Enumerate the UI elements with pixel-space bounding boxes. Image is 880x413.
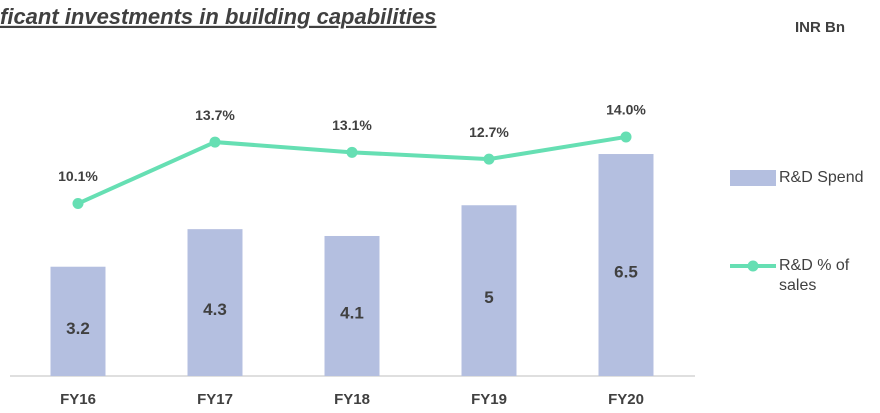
legend-label: R&D % of sales: [779, 257, 850, 294]
line-point: [346, 146, 358, 158]
line-value-label: 12.7%: [469, 124, 509, 140]
bar-value-label: 3.2: [66, 319, 90, 338]
line-point: [620, 131, 632, 143]
x-tick-label: FY19: [471, 391, 507, 408]
x-tick-label: FY18: [334, 391, 370, 408]
line-value-label: 13.1%: [332, 117, 372, 133]
bar-value-label: 4.1: [340, 303, 364, 322]
bar-value-label: 4.3: [203, 300, 227, 319]
line-value-label: 14.0%: [606, 102, 646, 118]
line-point: [72, 198, 84, 210]
chart-title: ficant investments in building capabilit…: [0, 4, 436, 29]
legend-swatch: [730, 170, 776, 186]
unit-label: INR Bn: [795, 19, 845, 36]
bar: [598, 154, 654, 376]
line-point: [483, 153, 495, 165]
bar: [187, 229, 243, 376]
x-tick-label: FY16: [60, 391, 96, 408]
x-tick-label: FY17: [197, 391, 233, 408]
legend-swatch: [747, 260, 759, 272]
x-tick-label: FY20: [608, 391, 644, 408]
line-value-label: 10.1%: [58, 168, 98, 184]
bar: [50, 266, 106, 376]
line-point: [209, 136, 221, 148]
bar-value-label: 6.5: [614, 262, 638, 281]
line-value-label: 13.7%: [195, 107, 235, 123]
bar: [324, 235, 380, 376]
legend-label: R&D Spend: [779, 169, 864, 186]
bar-value-label: 5: [484, 288, 493, 307]
bar: [461, 205, 517, 376]
